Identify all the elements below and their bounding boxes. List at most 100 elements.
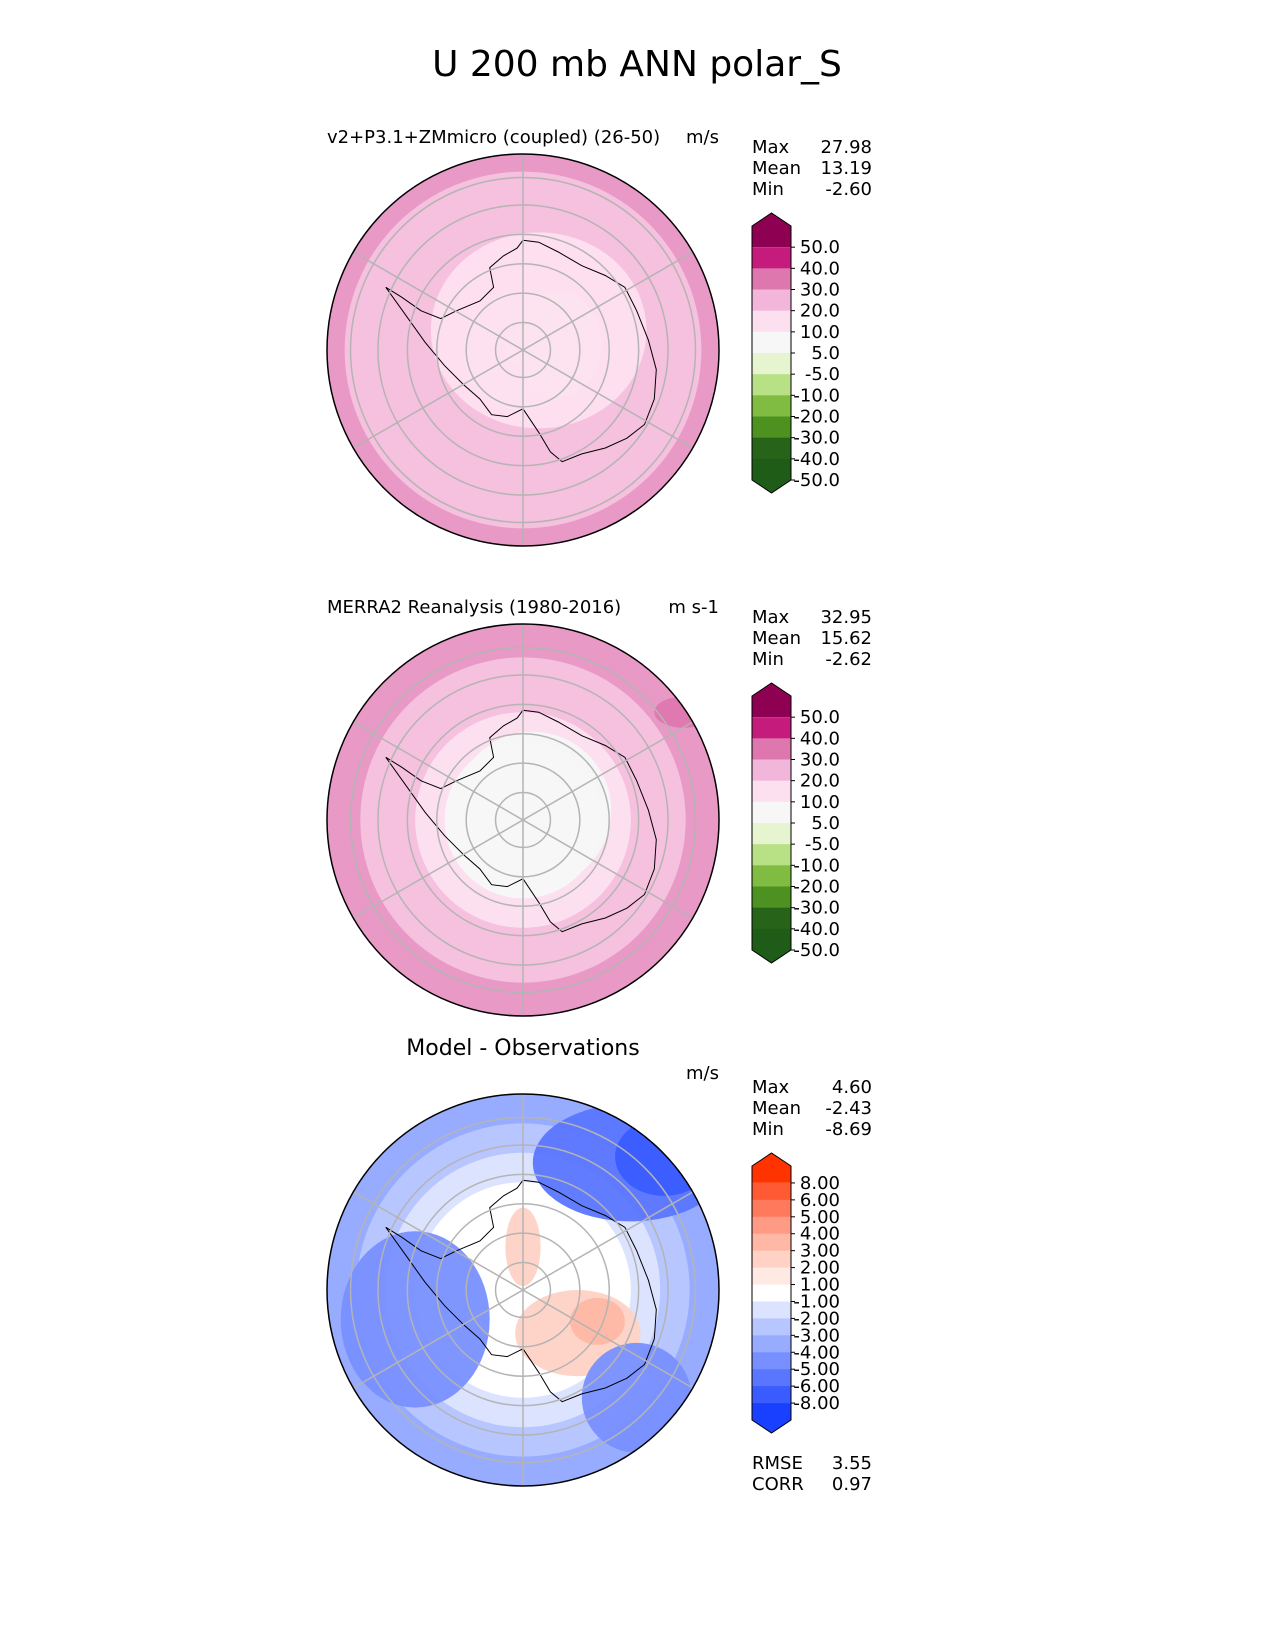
colorbar-tick-label: 6.00: [800, 1190, 840, 1211]
footer-stat-value: 0.97: [832, 1474, 872, 1495]
colorbar-swatch: [752, 1267, 791, 1286]
stat-value: -2.60: [825, 179, 872, 200]
figure-title: U 200 mb ANN polar_S: [432, 44, 842, 85]
stat-label: Mean: [752, 158, 801, 179]
colorbar-swatch: [752, 1301, 791, 1319]
panel-title: Model - Observations: [406, 1036, 639, 1061]
colorbar-tick-label: -30.0: [793, 428, 840, 449]
colorbar-tick-label: -8.00: [793, 1393, 840, 1414]
stat-label: Min: [752, 1119, 784, 1140]
colorbar-tick-label: 30.0: [800, 750, 840, 771]
colorbar-swatch: [752, 374, 791, 396]
footer-stat-label: CORR: [752, 1474, 804, 1495]
colorbar-swatch: [752, 1352, 791, 1370]
colorbar-swatch: [752, 1182, 791, 1201]
colorbar-swatch: [752, 458, 791, 493]
stat-label: Min: [752, 649, 784, 670]
colorbar-swatch: [752, 416, 791, 439]
colorbar-tick-label: 1.00: [800, 1275, 840, 1296]
colorbar-tick-label: -4.00: [793, 1342, 840, 1363]
panel-title: MERRA2 Reanalysis (1980-2016): [327, 597, 621, 618]
stat-value: 13.19: [820, 158, 872, 179]
colorbar-swatch: [752, 1199, 791, 1218]
map: [327, 624, 719, 1016]
map: [327, 1094, 719, 1486]
colorbar-tick-label: 50.0: [800, 237, 840, 258]
colorbar-swatch: [752, 780, 791, 803]
colorbar-tick-label: -5.0: [805, 834, 840, 855]
colorbar-swatch: [752, 289, 791, 312]
field-feature: [615, 1117, 714, 1196]
colorbar-tick-label: -40.0: [793, 449, 840, 470]
stat-label: Max: [752, 137, 790, 158]
field-feature: [454, 731, 612, 889]
panel-units: m/s: [686, 1063, 719, 1084]
colorbar-swatch: [752, 1216, 791, 1235]
colorbar-swatch: [752, 844, 791, 866]
colorbar-tick-label: 10.0: [800, 792, 840, 813]
colorbar-tick-label: -20.0: [793, 407, 840, 428]
colorbar-tick-label: 2.00: [800, 1258, 840, 1279]
panel-units: m s-1: [668, 597, 719, 618]
panel-difference: Model - Observations m/s Max 4.60 Mean -2.43 M…: [326, 1036, 872, 1495]
colorbar-swatch: [752, 1335, 791, 1353]
colorbar-tick-label: -6.00: [793, 1376, 840, 1397]
colorbar-swatch: [752, 928, 791, 963]
colorbar: 50.040.030.020.010.05.0-5.0-10.0-20.0-30…: [751, 212, 840, 494]
longitude-gridline: [352, 721, 694, 919]
longitude-gridline: [352, 251, 694, 449]
colorbar-swatch: [752, 801, 791, 824]
colorbar-tick-label: 50.0: [800, 707, 840, 728]
footer-stat-label: RMSE: [752, 1453, 803, 1474]
colorbar-swatch: [752, 213, 791, 248]
colorbar-tick-label: 30.0: [800, 280, 840, 301]
stat-value: -8.69: [825, 1119, 872, 1140]
map-border: [326, 153, 720, 547]
colorbar-tick-label: -30.0: [793, 898, 840, 919]
panel-test: v2+P3.1+ZMmicro (coupled) (26-50) m/s Max 2…: [326, 127, 872, 547]
colorbar-tick-label: -50.0: [793, 470, 840, 491]
stat-label: Min: [752, 179, 784, 200]
colorbar-tick-label: 20.0: [800, 771, 840, 792]
coastline: [385, 709, 657, 933]
colorbar: 50.040.030.020.010.05.0-5.0-10.0-20.0-30…: [751, 682, 840, 964]
colorbar-tick-label: 4.00: [800, 1224, 840, 1245]
colorbar-swatch: [752, 395, 791, 417]
colorbar-tick-label: -5.0: [805, 364, 840, 385]
colorbar-tick-label: 10.0: [800, 322, 840, 343]
colorbar-tick-label: 20.0: [800, 301, 840, 322]
colorbar-outline: [751, 1152, 792, 1434]
colorbar-tick-label: 40.0: [800, 258, 840, 279]
longitude-gridline: [352, 1191, 694, 1389]
map-border: [326, 1093, 720, 1487]
colorbar-tick-label: -5.00: [793, 1359, 840, 1380]
colorbar-tick-label: 3.00: [800, 1241, 840, 1262]
stat-label: Mean: [752, 628, 801, 649]
colorbar-tick-label: 5.0: [811, 813, 840, 834]
field-feature: [581, 1342, 692, 1453]
stat-value: -2.43: [825, 1098, 872, 1119]
colorbar-tick-label: -2.00: [793, 1308, 840, 1329]
stat-label: Max: [752, 1077, 790, 1098]
colorbar-swatch: [752, 1386, 791, 1404]
colorbar-swatch: [752, 353, 791, 375]
colorbar-tick-label: 40.0: [800, 728, 840, 749]
colorbar-tick-label: -3.00: [793, 1325, 840, 1346]
colorbar-tick-label: 8.00: [800, 1173, 840, 1194]
colorbar-swatch: [752, 1318, 791, 1336]
stat-label: Max: [752, 607, 790, 628]
stat-value: -2.62: [825, 649, 872, 670]
stat-value: 4.60: [832, 1077, 872, 1098]
field-feature: [570, 1297, 625, 1345]
colorbar-tick-label: -40.0: [793, 919, 840, 940]
colorbar-tick-label: -10.0: [793, 385, 840, 406]
colorbar-swatch: [752, 1403, 791, 1433]
colorbar-tick-label: -20.0: [793, 877, 840, 898]
colorbar-tick-label: -10.0: [793, 855, 840, 876]
colorbar-swatch: [752, 907, 791, 930]
panel-units: m/s: [686, 127, 719, 148]
colorbar-swatch: [752, 1250, 791, 1269]
colorbar-tick-label: 5.0: [811, 343, 840, 364]
colorbar-swatch: [752, 268, 791, 290]
